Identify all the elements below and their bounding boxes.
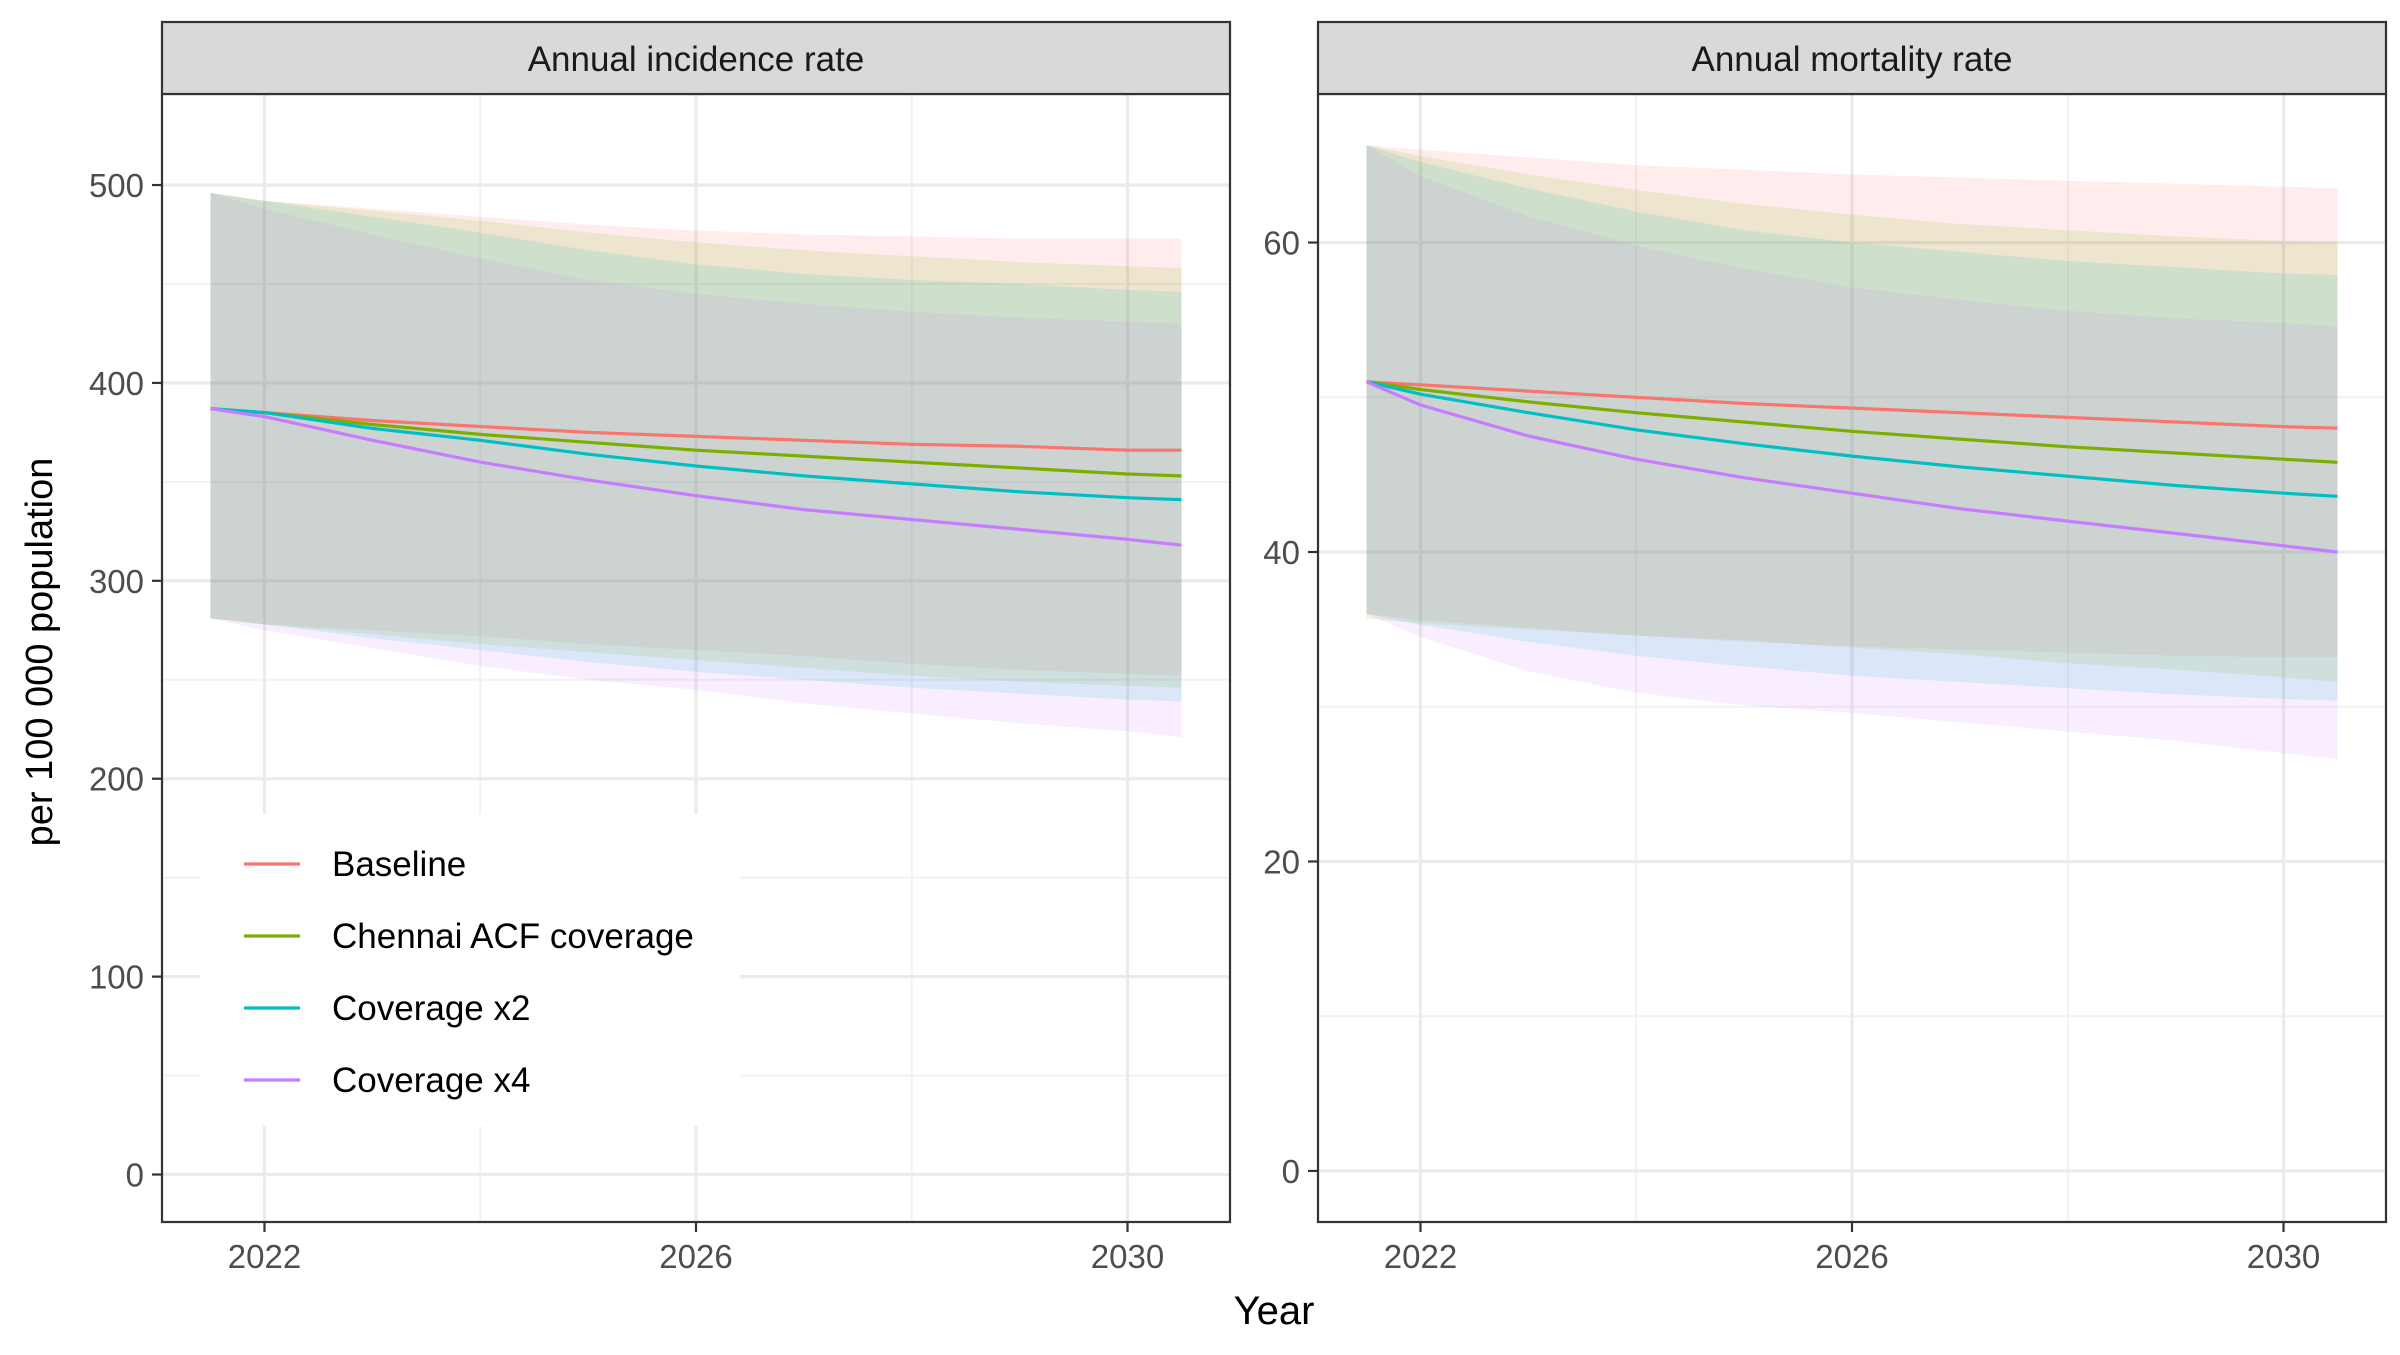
y-tick-label: 20 <box>1263 843 1300 880</box>
x-tick-label: 2030 <box>1091 1238 1164 1275</box>
legend-label: Baseline <box>332 845 466 884</box>
x-tick-label: 2026 <box>1815 1238 1888 1275</box>
y-tick-label: 400 <box>89 365 144 402</box>
legend-label: Coverage x4 <box>332 1061 530 1100</box>
y-tick-label: 0 <box>126 1157 144 1194</box>
ribbon-chennai-acf-coverage <box>210 192 1182 688</box>
line-coverage-x4 <box>1365 380 2338 554</box>
ribbon-coverage-x2 <box>210 192 1182 702</box>
x-tick-label: 2026 <box>659 1238 732 1275</box>
panel-annual-incidence-rate: Annual incidence rate 2022 2026 2030 0 100 200… <box>89 20 1232 1275</box>
line-baseline <box>1366 380 2338 430</box>
x-axis: 2022 2026 2030 <box>228 1222 1164 1275</box>
x-axis: 2022 2026 2030 <box>1384 1222 2320 1275</box>
line-chennai-acf-coverage <box>210 407 1182 478</box>
facet-strip <box>1316 20 2388 96</box>
confidence-ribbons <box>1366 145 2338 760</box>
line-chennai-acf-coverage <box>1366 380 2338 464</box>
y-axis: 0 100 200 300 400 500 <box>89 167 162 1194</box>
line-coverage-x2 <box>1366 380 2338 498</box>
line-baseline <box>210 407 1182 452</box>
ribbon-coverage-x2 <box>1366 145 2338 701</box>
x-axis-label: Year <box>1234 1289 1315 1333</box>
y-tick-label: 300 <box>89 563 144 600</box>
ribbon-coverage-x4 <box>1366 145 2338 760</box>
legend: Baseline Chennai ACF coverage Coverage x2 C… <box>200 814 740 1126</box>
y-tick-label: 60 <box>1263 225 1300 262</box>
facet-title: Annual mortality rate <box>1692 40 2013 79</box>
y-axis-label: per 100 000 population <box>19 458 61 847</box>
y-tick-label: 200 <box>89 761 144 798</box>
x-tick-label: 2022 <box>228 1238 301 1275</box>
facet-strip <box>160 20 1232 96</box>
gridlines <box>1318 94 2386 1222</box>
y-axis: 0 20 40 60 <box>1263 225 1318 1190</box>
legend-label: Chennai ACF coverage <box>332 917 694 956</box>
ribbon-baseline <box>1366 145 2338 658</box>
line-coverage-x2 <box>210 407 1182 502</box>
y-tick-label: 500 <box>89 167 144 204</box>
x-tick-label: 2022 <box>1384 1238 1457 1275</box>
ribbon-chennai-acf-coverage <box>1366 145 2338 683</box>
x-tick-label: 2030 <box>2247 1238 2320 1275</box>
facet-title: Annual incidence rate <box>528 40 865 79</box>
series-lines <box>210 407 1182 547</box>
series-lines <box>1365 380 2338 554</box>
ribbon-baseline <box>210 192 1182 676</box>
y-tick-label: 100 <box>89 959 144 996</box>
line-coverage-x4 <box>210 407 1182 547</box>
panel-annual-mortality-rate: Annual mortality rate 2022 2026 2030 0 20 40 60 <box>1263 20 2388 1275</box>
y-tick-label: 40 <box>1263 534 1300 571</box>
legend-background <box>200 814 740 1126</box>
y-tick-label: 0 <box>1282 1153 1300 1190</box>
legend-label: Coverage x2 <box>332 989 530 1028</box>
